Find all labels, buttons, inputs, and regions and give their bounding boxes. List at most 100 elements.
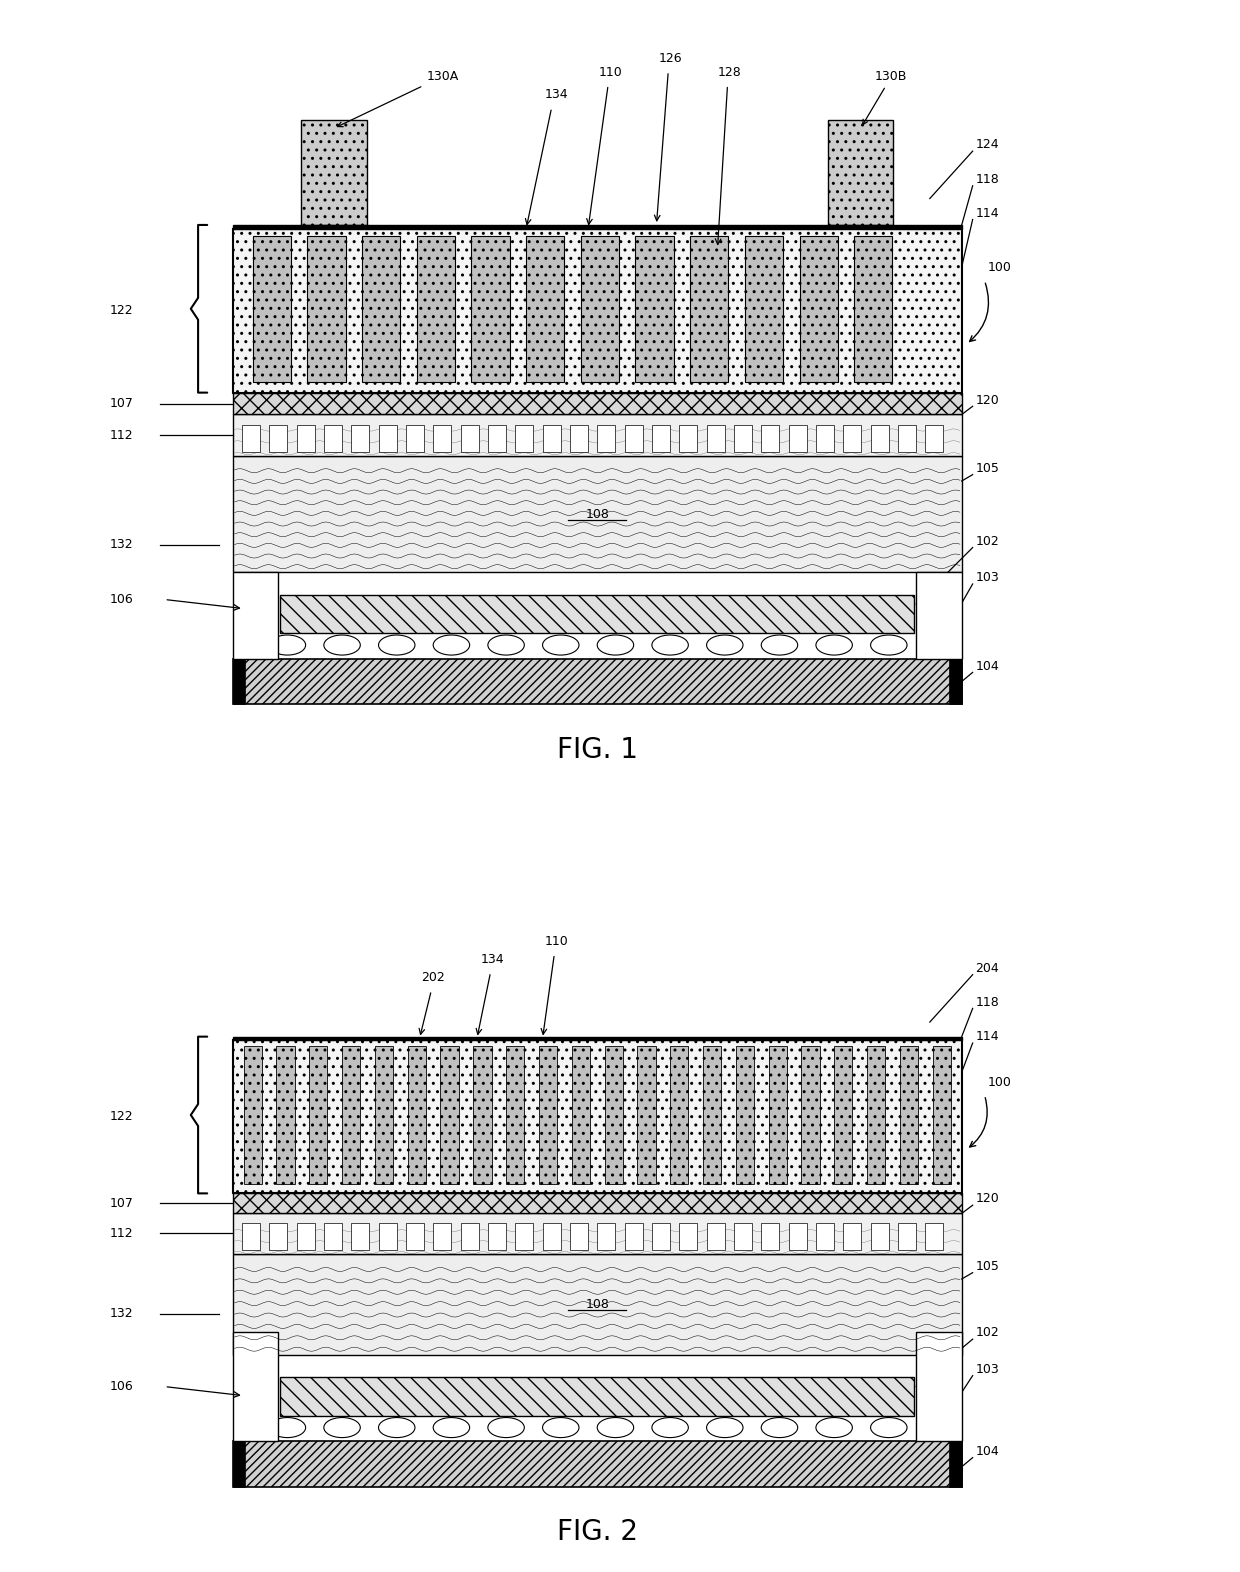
Bar <box>652 424 670 451</box>
Bar <box>487 1223 506 1250</box>
Text: 105: 105 <box>976 1259 999 1273</box>
Bar <box>680 424 697 451</box>
Text: 107: 107 <box>109 398 134 410</box>
Bar <box>374 1045 393 1184</box>
Text: FIG. 2: FIG. 2 <box>557 1519 637 1547</box>
Ellipse shape <box>598 635 634 656</box>
Bar <box>243 1045 262 1184</box>
Bar <box>916 572 962 659</box>
Bar <box>691 236 728 382</box>
Bar <box>460 424 479 451</box>
Text: 132: 132 <box>109 538 134 552</box>
Bar <box>309 1045 327 1184</box>
Bar <box>734 1223 753 1250</box>
Ellipse shape <box>870 1418 906 1437</box>
Bar <box>854 236 893 382</box>
Bar <box>745 236 784 382</box>
Ellipse shape <box>652 635 688 656</box>
Bar <box>296 1223 315 1250</box>
Bar <box>916 1331 962 1442</box>
Bar <box>570 1223 588 1250</box>
Bar <box>242 424 260 451</box>
Text: 134: 134 <box>544 88 568 101</box>
Bar <box>761 1223 780 1250</box>
Bar <box>625 1223 642 1250</box>
Ellipse shape <box>433 635 470 656</box>
Bar <box>233 1214 962 1254</box>
Text: 134: 134 <box>481 953 505 965</box>
Bar <box>269 424 288 451</box>
Text: 118: 118 <box>976 995 999 1009</box>
Bar <box>543 424 560 451</box>
Text: 102: 102 <box>976 534 999 547</box>
Bar <box>670 1045 688 1184</box>
Bar <box>539 1045 557 1184</box>
Text: 112: 112 <box>109 1228 134 1240</box>
Bar <box>816 1223 835 1250</box>
Bar <box>417 236 455 382</box>
Text: 126: 126 <box>658 52 682 64</box>
Bar <box>440 1045 459 1184</box>
Ellipse shape <box>761 1418 797 1437</box>
Bar <box>433 424 451 451</box>
Bar <box>707 1223 725 1250</box>
Bar <box>277 1045 295 1184</box>
Bar <box>789 1223 807 1250</box>
Bar <box>898 424 916 451</box>
Bar <box>707 424 725 451</box>
Bar <box>572 1045 590 1184</box>
Ellipse shape <box>707 1418 743 1437</box>
Bar <box>635 236 673 382</box>
Text: 122: 122 <box>109 303 134 318</box>
Ellipse shape <box>543 1418 579 1437</box>
Bar <box>932 1045 951 1184</box>
Ellipse shape <box>816 635 852 656</box>
Bar <box>351 424 370 451</box>
Bar <box>800 236 838 382</box>
Text: 128: 128 <box>718 66 742 79</box>
Text: 130A: 130A <box>337 71 459 127</box>
Bar <box>870 424 889 451</box>
Ellipse shape <box>324 635 361 656</box>
Bar <box>680 1223 697 1250</box>
Text: 103: 103 <box>976 1363 999 1376</box>
Bar <box>598 1223 615 1250</box>
Ellipse shape <box>487 635 525 656</box>
Text: 204: 204 <box>976 962 999 975</box>
Bar <box>324 424 342 451</box>
Bar <box>460 1223 479 1250</box>
Text: 118: 118 <box>976 173 999 185</box>
Bar <box>828 119 893 225</box>
Bar <box>652 1223 670 1250</box>
Text: 120: 120 <box>976 393 999 407</box>
Text: 122: 122 <box>109 1110 134 1124</box>
Bar <box>378 1223 397 1250</box>
Ellipse shape <box>761 635 797 656</box>
Text: 103: 103 <box>976 571 999 585</box>
Text: 124: 124 <box>976 138 999 151</box>
Bar <box>405 424 424 451</box>
Bar <box>605 1045 622 1184</box>
Bar <box>625 424 642 451</box>
Bar <box>301 119 367 225</box>
Ellipse shape <box>870 635 906 656</box>
Text: 102: 102 <box>976 1327 999 1339</box>
Text: 104: 104 <box>976 660 999 673</box>
Text: 105: 105 <box>976 462 999 475</box>
Text: 104: 104 <box>976 1445 999 1457</box>
Text: 202: 202 <box>422 971 445 984</box>
Ellipse shape <box>378 635 415 656</box>
Ellipse shape <box>598 1418 634 1437</box>
Bar <box>789 424 807 451</box>
Bar <box>816 424 835 451</box>
Bar <box>570 424 588 451</box>
Bar <box>233 456 962 572</box>
Ellipse shape <box>269 635 305 656</box>
Bar <box>233 1331 278 1442</box>
Bar <box>233 659 962 704</box>
Text: 100: 100 <box>987 1075 1011 1089</box>
Ellipse shape <box>707 635 743 656</box>
Text: 108: 108 <box>585 508 609 522</box>
Ellipse shape <box>324 1418 361 1437</box>
Bar <box>233 1036 962 1041</box>
